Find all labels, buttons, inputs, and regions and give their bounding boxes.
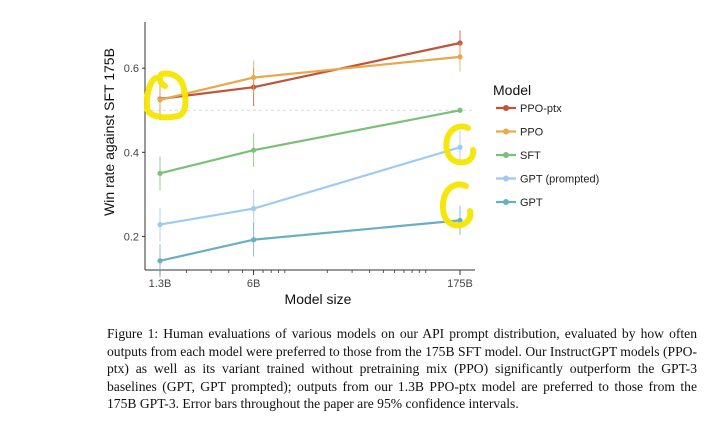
chart-figure: 0.2 0.4 0.6 1.3B 6B 175B Model size Win rate… <box>101 22 599 307</box>
highlight-circle-1 <box>143 70 189 121</box>
series-layer <box>157 30 463 278</box>
series-gpt <box>157 205 463 278</box>
data-point <box>157 97 163 103</box>
x-tick-label: 175B <box>447 278 473 290</box>
data-point <box>157 222 163 228</box>
legend: Model PPO-ptx PPO SFT GPT (prompted) GPT <box>493 82 599 209</box>
figure-caption: Figure 1: Human evaluations of various m… <box>107 326 697 412</box>
y-tick-label: 0.2 <box>124 231 139 243</box>
plot-background <box>145 22 475 270</box>
data-point <box>250 74 257 81</box>
data-point <box>457 144 463 150</box>
y-axis-title: Win rate against SFT 175B <box>101 48 117 216</box>
axes <box>144 22 475 271</box>
legend-label: SFT <box>520 150 541 162</box>
data-point <box>457 54 463 60</box>
y-tick-label: 0.6 <box>124 63 139 75</box>
series-gpt-prompted <box>157 130 463 242</box>
series-ppo <box>157 42 463 119</box>
legend-label: PPO <box>520 127 544 139</box>
legend-swatch-point <box>503 105 509 111</box>
legend-item: PPO-ptx <box>496 103 562 115</box>
y-tick-label: 0.4 <box>124 147 139 159</box>
legend-swatch-point <box>503 128 509 135</box>
legend-label: GPT (prompted) <box>520 174 599 186</box>
x-axis-title: Model size <box>285 291 352 307</box>
data-point <box>157 258 163 264</box>
highlight-circle-2 <box>443 123 477 166</box>
highlighter-marks <box>143 70 477 229</box>
legend-item: PPO <box>496 127 544 139</box>
data-point <box>157 170 163 176</box>
x-tick-labels: 1.3B 6B 175B <box>149 270 473 290</box>
highlight-circle-3 <box>439 181 474 229</box>
legend-item: GPT (prompted) <box>496 174 599 186</box>
x-tick-label: 6B <box>247 278 260 290</box>
data-point <box>457 107 463 113</box>
legend-label: GPT <box>520 197 543 209</box>
data-point <box>457 217 463 223</box>
legend-swatch-point <box>503 199 509 205</box>
legend-label: PPO-ptx <box>520 103 562 115</box>
x-tick-label: 1.3B <box>149 278 172 290</box>
legend-swatch-point <box>503 152 509 158</box>
data-point <box>250 206 257 212</box>
legend-title: Model <box>493 82 531 98</box>
legend-item: SFT <box>496 150 541 162</box>
legend-item: GPT <box>496 197 543 209</box>
legend-swatch-point <box>503 175 509 182</box>
data-point <box>250 237 257 243</box>
series-sft <box>157 107 463 191</box>
data-point <box>250 147 257 153</box>
y-tick-labels: 0.2 0.4 0.6 <box>124 63 145 243</box>
